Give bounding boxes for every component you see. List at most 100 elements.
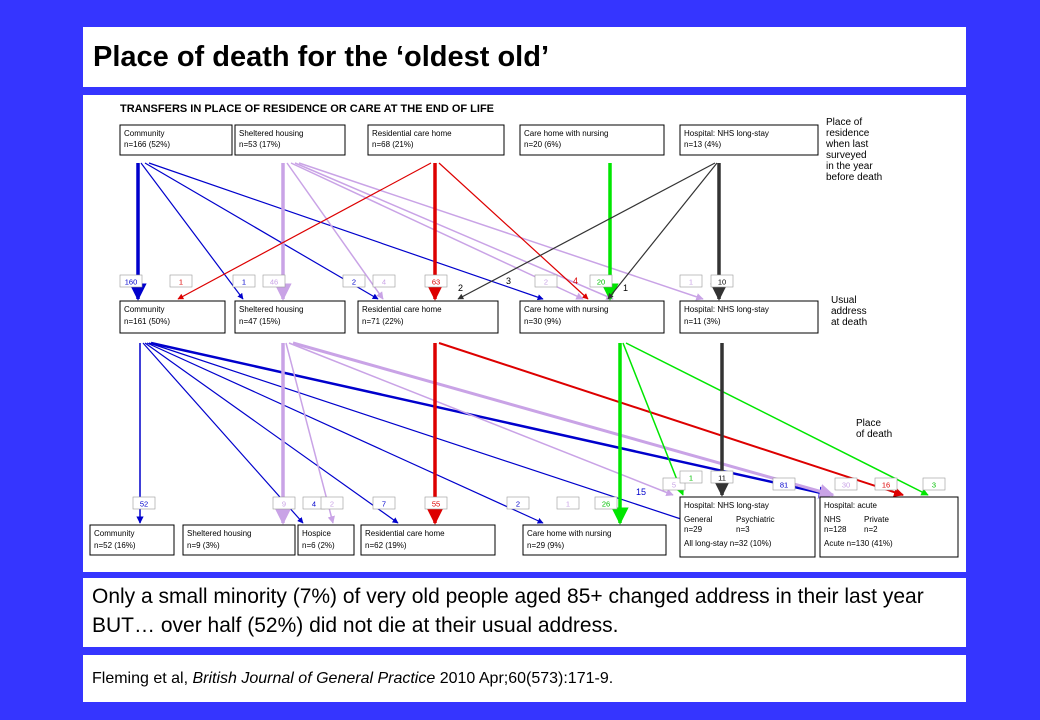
top-box-2: Sheltered housing n=53 (17%) — [234, 124, 346, 156]
flow-count-label: 1 — [242, 278, 246, 287]
hospital-acute-box-col2: Private — [864, 515, 889, 524]
hospital-longstay-box-col1: General — [684, 515, 713, 524]
flow-count-box — [169, 274, 193, 288]
flow-count-box — [679, 470, 703, 484]
bottom-box-frame — [182, 524, 296, 556]
hospital-acute-box-title: Hospital: acute — [824, 501, 877, 510]
reference-journal: British Journal of General Practice — [192, 670, 436, 687]
bottom-box-name: Hospice — [302, 529, 331, 538]
hospital-acute-box: Hospital: acute NHS Private n=128 n=2 Acute n… — [819, 496, 959, 558]
flow-count-label: 2 — [352, 278, 356, 287]
flow-count-label: 26 — [602, 500, 610, 509]
side-label-middle: address — [831, 306, 867, 317]
caption-text: Only a small minority (7%) of very old p… — [92, 585, 924, 637]
flow-diagram-panel: 160 1 1 46 2 4 63 3 2 2 4 20 1 1 10 52 9 4 2 7 55 2 1 26 15 5 1 11 8… — [83, 95, 966, 572]
bottom-box-count: n=62 (19%) — [365, 541, 407, 550]
flow-count-label: 20 — [597, 278, 605, 287]
flow-count-box — [506, 496, 530, 510]
flow-line-lilac — [286, 162, 384, 300]
top-box-4: Care home with nursing n=20 (6%) — [519, 124, 665, 156]
flow-count-label: 3 — [506, 276, 511, 286]
side-label-top: in the year — [826, 161, 873, 172]
flow-count-label: 46 — [270, 278, 278, 287]
flow-count-box — [594, 496, 618, 510]
top-box-name: Hospital: NHS long-stay — [684, 129, 769, 138]
flow-count-label: 7 — [382, 500, 386, 509]
top-box-name: Community — [124, 129, 164, 138]
middle-box-frame — [357, 300, 499, 334]
flow-count-box — [662, 477, 686, 491]
bottom-box-frame — [522, 524, 667, 556]
reference-text: Fleming et al, British Journal of Genera… — [83, 655, 966, 702]
flow-line-blue — [146, 342, 544, 524]
flow-count-box — [424, 274, 448, 288]
bottom-box-4: Residential care home n=62 (19%) — [360, 524, 496, 556]
flow-count-box — [710, 470, 734, 484]
flow-count-box — [132, 496, 156, 510]
flow-count-box — [272, 496, 296, 510]
flow-count-label: 9 — [282, 500, 286, 509]
flow-count-box — [424, 496, 448, 510]
middle-box-1: Community n=161 (50%) — [119, 300, 226, 334]
flow-line-blue — [140, 162, 244, 300]
flow-line-blue — [150, 341, 832, 499]
hospital-longstay-box-title: Hospital: NHS long-stay — [684, 501, 769, 510]
flow-line-green — [625, 342, 929, 496]
flow-line-lilac — [292, 341, 835, 499]
bottom-box-count: n=6 (2%) — [302, 541, 335, 550]
title-panel: Place of death for the ‘oldest old’ — [83, 27, 966, 87]
flow-count-label: 10 — [718, 278, 726, 287]
flow-count-box — [262, 274, 286, 288]
flow-line-blue — [142, 342, 304, 524]
side-label-bottom: of death — [856, 429, 892, 440]
flow-line-lilac — [288, 342, 674, 497]
hospital-longstay-box-frame — [679, 496, 816, 558]
side-label-bottom: Place — [856, 418, 881, 429]
flow-count-box — [679, 274, 703, 288]
middle-box-3: Residential care home n=71 (22%) — [357, 300, 499, 334]
flow-count-label: 81 — [780, 481, 788, 490]
flow-count-label: 2 — [544, 278, 548, 287]
flow-count-box — [710, 274, 734, 288]
top-box-count: n=68 (21%) — [372, 140, 414, 149]
middle-box-frame — [679, 300, 819, 334]
middle-box-name: Residential care home — [362, 305, 442, 314]
flow-line-blue — [148, 342, 694, 525]
middle-box-frame — [119, 300, 226, 334]
flow-count-box — [372, 496, 396, 510]
side-label-middle: Usual — [831, 295, 857, 306]
top-box-frame — [679, 124, 819, 156]
hospital-acute-box-n2: n=2 — [864, 525, 878, 534]
top-box-count: n=166 (52%) — [124, 140, 170, 149]
flow-count-box — [534, 274, 558, 288]
bottom-box-name: Care home with nursing — [527, 529, 611, 538]
caption-panel: Only a small minority (7%) of very old p… — [83, 578, 966, 647]
flow-count-box — [232, 274, 256, 288]
top-box-name: Residential care home — [372, 129, 452, 138]
flow-count-label: 1 — [179, 278, 183, 287]
side-label-top: when last — [825, 139, 868, 150]
flow-count-label: 5 — [672, 481, 676, 490]
flow-line-lilac — [298, 162, 704, 301]
bottom-box-1: Community n=52 (16%) — [89, 524, 175, 556]
flow-line-blue — [144, 342, 399, 524]
flow-lines — [129, 162, 929, 525]
flow-count-label: 16 — [882, 481, 890, 490]
flow-line-lilac — [285, 342, 335, 524]
flow-count-label: 4 — [573, 276, 578, 286]
middle-box-5: Hospital: NHS long-stay n=11 (3%) — [679, 300, 819, 334]
bottom-box-5: Care home with nursing n=29 (9%) — [522, 524, 667, 556]
middle-box-name: Hospital: NHS long-stay — [684, 305, 769, 314]
flow-line-black — [457, 162, 716, 300]
flow-count-label: 52 — [140, 500, 148, 509]
flow-count-label: 1 — [689, 278, 693, 287]
top-box-frame — [119, 124, 233, 156]
bottom-box-2: Sheltered housing n=9 (3%) — [182, 524, 296, 556]
side-label-top: surveyed — [826, 150, 867, 161]
hospital-acute-box-col1: NHS — [824, 515, 841, 524]
middle-box-name: Community — [124, 305, 164, 314]
flow-count-box — [372, 274, 396, 288]
flow-count-label: 1 — [689, 474, 693, 483]
